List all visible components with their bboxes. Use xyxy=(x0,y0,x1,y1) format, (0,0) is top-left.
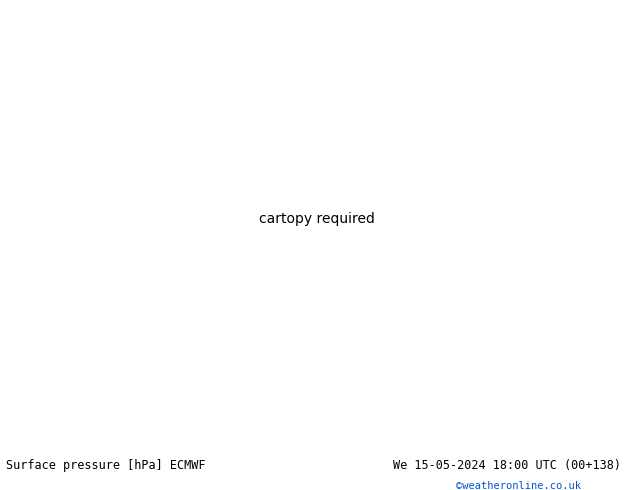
Text: We 15-05-2024 18:00 UTC (00+138): We 15-05-2024 18:00 UTC (00+138) xyxy=(393,459,621,472)
Text: Surface pressure [hPa] ECMWF: Surface pressure [hPa] ECMWF xyxy=(6,459,206,472)
Text: ©weatheronline.co.uk: ©weatheronline.co.uk xyxy=(456,481,581,490)
Text: cartopy required: cartopy required xyxy=(259,212,375,226)
